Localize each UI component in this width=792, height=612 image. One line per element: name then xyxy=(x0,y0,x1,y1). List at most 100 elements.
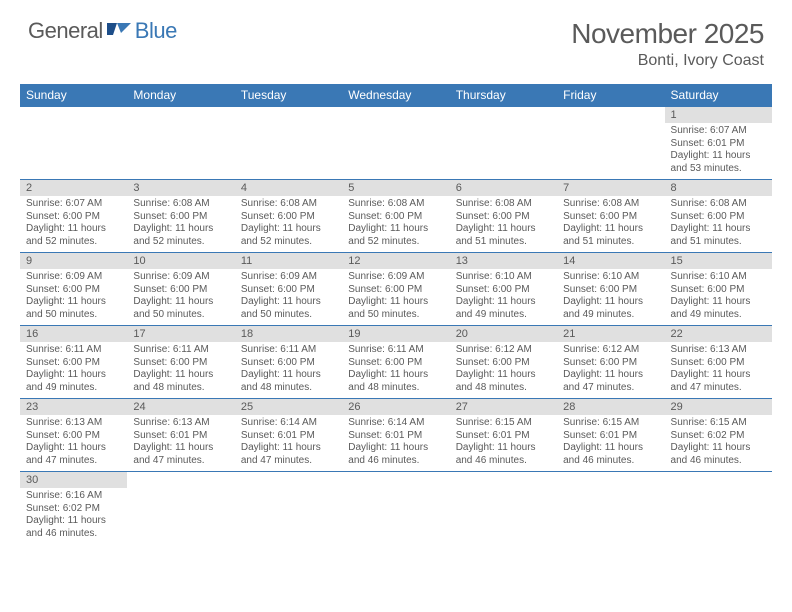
day-number: 24 xyxy=(127,399,234,416)
day-number xyxy=(235,472,342,489)
day-info xyxy=(557,123,664,180)
daynum-row: 30 xyxy=(20,472,772,489)
day-header: Tuesday xyxy=(235,84,342,107)
flag-icon xyxy=(107,19,133,42)
day-number: 28 xyxy=(557,399,664,416)
daynum-row: 2345678 xyxy=(20,180,772,197)
day-header-row: SundayMondayTuesdayWednesdayThursdayFrid… xyxy=(20,84,772,107)
day-number xyxy=(20,107,127,124)
title-block: November 2025 Bonti, Ivory Coast xyxy=(571,18,764,70)
day-info xyxy=(127,123,234,180)
day-number: 9 xyxy=(20,253,127,270)
day-info: Sunrise: 6:11 AMSunset: 6:00 PMDaylight:… xyxy=(235,342,342,399)
day-number xyxy=(665,472,772,489)
day-header: Wednesday xyxy=(342,84,449,107)
day-info: Sunrise: 6:07 AMSunset: 6:01 PMDaylight:… xyxy=(665,123,772,180)
day-info: Sunrise: 6:08 AMSunset: 6:00 PMDaylight:… xyxy=(665,196,772,253)
info-row: Sunrise: 6:13 AMSunset: 6:00 PMDaylight:… xyxy=(20,415,772,472)
day-info xyxy=(450,488,557,544)
day-number: 30 xyxy=(20,472,127,489)
day-number: 29 xyxy=(665,399,772,416)
daynum-row: 9101112131415 xyxy=(20,253,772,270)
day-number: 3 xyxy=(127,180,234,197)
day-number xyxy=(127,107,234,124)
day-info: Sunrise: 6:16 AMSunset: 6:02 PMDaylight:… xyxy=(20,488,127,544)
day-number: 2 xyxy=(20,180,127,197)
logo-text-blue: Blue xyxy=(135,18,177,44)
day-number: 5 xyxy=(342,180,449,197)
day-number: 22 xyxy=(665,326,772,343)
day-info: Sunrise: 6:07 AMSunset: 6:00 PMDaylight:… xyxy=(20,196,127,253)
calendar-table: SundayMondayTuesdayWednesdayThursdayFrid… xyxy=(20,84,772,544)
day-info: Sunrise: 6:15 AMSunset: 6:01 PMDaylight:… xyxy=(450,415,557,472)
day-number: 17 xyxy=(127,326,234,343)
daynum-row: 1 xyxy=(20,107,772,124)
logo-text-general: General xyxy=(28,18,103,44)
day-info: Sunrise: 6:11 AMSunset: 6:00 PMDaylight:… xyxy=(127,342,234,399)
info-row: Sunrise: 6:09 AMSunset: 6:00 PMDaylight:… xyxy=(20,269,772,326)
day-number: 6 xyxy=(450,180,557,197)
day-header: Monday xyxy=(127,84,234,107)
daynum-row: 16171819202122 xyxy=(20,326,772,343)
day-number: 8 xyxy=(665,180,772,197)
daynum-row: 23242526272829 xyxy=(20,399,772,416)
day-info: Sunrise: 6:09 AMSunset: 6:00 PMDaylight:… xyxy=(342,269,449,326)
day-info: Sunrise: 6:12 AMSunset: 6:00 PMDaylight:… xyxy=(557,342,664,399)
day-number: 12 xyxy=(342,253,449,270)
day-info: Sunrise: 6:08 AMSunset: 6:00 PMDaylight:… xyxy=(127,196,234,253)
info-row: Sunrise: 6:07 AMSunset: 6:01 PMDaylight:… xyxy=(20,123,772,180)
day-header: Friday xyxy=(557,84,664,107)
day-info: Sunrise: 6:12 AMSunset: 6:00 PMDaylight:… xyxy=(450,342,557,399)
day-number: 19 xyxy=(342,326,449,343)
day-info: Sunrise: 6:10 AMSunset: 6:00 PMDaylight:… xyxy=(450,269,557,326)
logo: General Blue xyxy=(28,18,177,44)
day-info: Sunrise: 6:08 AMSunset: 6:00 PMDaylight:… xyxy=(342,196,449,253)
day-info: Sunrise: 6:08 AMSunset: 6:00 PMDaylight:… xyxy=(235,196,342,253)
day-number: 26 xyxy=(342,399,449,416)
day-info: Sunrise: 6:15 AMSunset: 6:01 PMDaylight:… xyxy=(557,415,664,472)
day-info: Sunrise: 6:09 AMSunset: 6:00 PMDaylight:… xyxy=(127,269,234,326)
day-info: Sunrise: 6:08 AMSunset: 6:00 PMDaylight:… xyxy=(557,196,664,253)
day-info: Sunrise: 6:11 AMSunset: 6:00 PMDaylight:… xyxy=(342,342,449,399)
header: General Blue November 2025 Bonti, Ivory … xyxy=(0,0,792,78)
day-info: Sunrise: 6:11 AMSunset: 6:00 PMDaylight:… xyxy=(20,342,127,399)
day-number: 7 xyxy=(557,180,664,197)
info-row: Sunrise: 6:07 AMSunset: 6:00 PMDaylight:… xyxy=(20,196,772,253)
title-location: Bonti, Ivory Coast xyxy=(571,52,764,70)
day-info: Sunrise: 6:13 AMSunset: 6:00 PMDaylight:… xyxy=(665,342,772,399)
day-number: 11 xyxy=(235,253,342,270)
day-info: Sunrise: 6:10 AMSunset: 6:00 PMDaylight:… xyxy=(665,269,772,326)
day-number: 27 xyxy=(450,399,557,416)
day-number: 25 xyxy=(235,399,342,416)
day-info xyxy=(342,488,449,544)
day-info xyxy=(557,488,664,544)
info-row: Sunrise: 6:11 AMSunset: 6:00 PMDaylight:… xyxy=(20,342,772,399)
day-number: 18 xyxy=(235,326,342,343)
day-info: Sunrise: 6:13 AMSunset: 6:01 PMDaylight:… xyxy=(127,415,234,472)
day-number: 23 xyxy=(20,399,127,416)
day-number xyxy=(557,107,664,124)
day-info: Sunrise: 6:09 AMSunset: 6:00 PMDaylight:… xyxy=(20,269,127,326)
day-info: Sunrise: 6:15 AMSunset: 6:02 PMDaylight:… xyxy=(665,415,772,472)
day-number xyxy=(557,472,664,489)
day-number: 14 xyxy=(557,253,664,270)
day-header: Sunday xyxy=(20,84,127,107)
day-number xyxy=(235,107,342,124)
day-number: 13 xyxy=(450,253,557,270)
day-number xyxy=(450,107,557,124)
day-number: 4 xyxy=(235,180,342,197)
day-number: 1 xyxy=(665,107,772,124)
day-number xyxy=(127,472,234,489)
day-number: 20 xyxy=(450,326,557,343)
day-header: Saturday xyxy=(665,84,772,107)
day-info xyxy=(235,123,342,180)
day-number: 15 xyxy=(665,253,772,270)
day-number xyxy=(342,472,449,489)
day-number xyxy=(450,472,557,489)
day-info: Sunrise: 6:10 AMSunset: 6:00 PMDaylight:… xyxy=(557,269,664,326)
day-info xyxy=(20,123,127,180)
day-number: 10 xyxy=(127,253,234,270)
day-info xyxy=(342,123,449,180)
day-header: Thursday xyxy=(450,84,557,107)
day-info xyxy=(235,488,342,544)
